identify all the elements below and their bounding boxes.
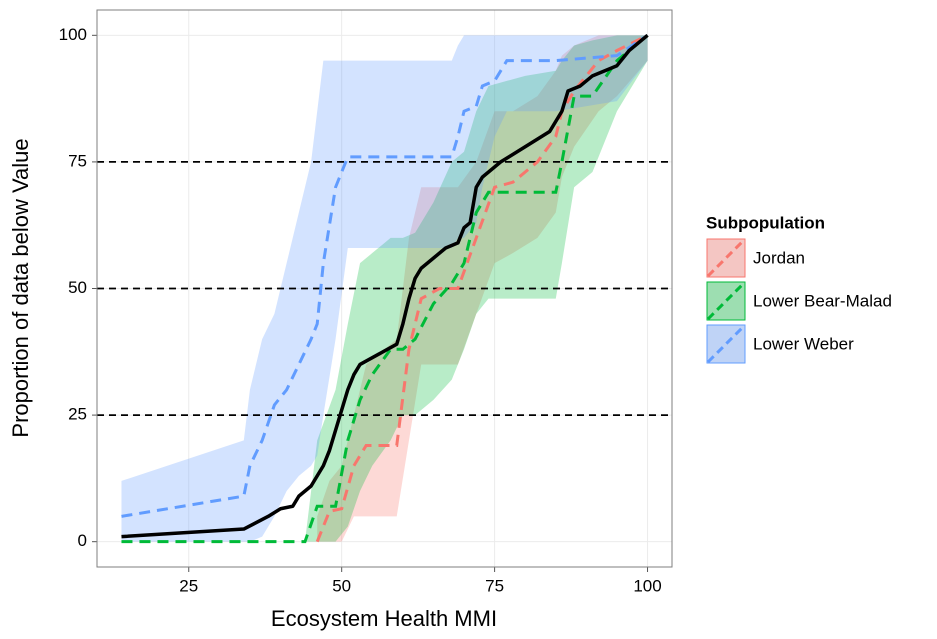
legend-key-line [706,324,746,364]
legend-key-line [706,281,746,321]
confidence-band [121,35,648,542]
x-axis-title: Ecosystem Health MMI [271,606,497,631]
x-tick-label: 25 [179,576,198,595]
y-tick-label: 25 [68,405,87,424]
series-line [315,33,649,543]
confidence-band [121,35,648,542]
y-tick-label: 100 [59,25,87,44]
series-line [121,34,649,518]
legend-key-line [706,238,746,278]
x-tick-label: 100 [633,576,661,595]
y-tick-label: 0 [78,531,87,550]
legend-title: Subpopulation [706,213,825,232]
overall-line [121,33,649,539]
y-tick-label: 50 [68,278,87,297]
x-tick-label: 75 [485,576,504,595]
plot-border [96,9,673,568]
x-tick-label: 50 [332,576,351,595]
y-tick-label: 75 [68,151,87,170]
legend-label: Jordan [753,248,805,267]
y-axis-title: Proportion of data below Value [8,138,33,437]
legend-label: Lower Weber [753,334,854,353]
legend-label: Lower Bear-Malad [753,291,892,310]
series-line [121,34,649,544]
